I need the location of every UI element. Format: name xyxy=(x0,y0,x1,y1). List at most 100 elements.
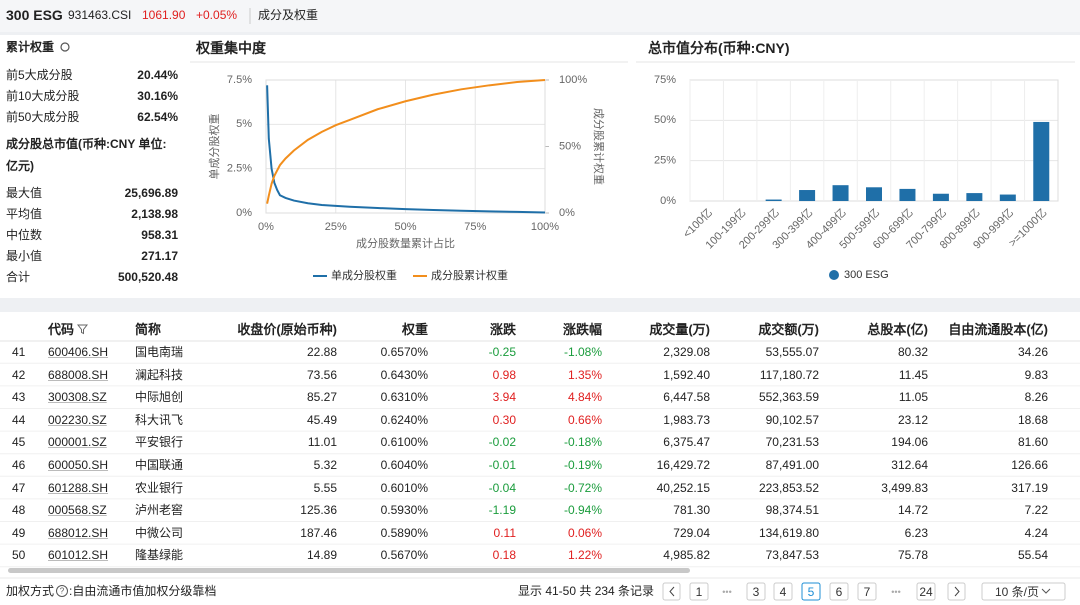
cell: 澜起科技 xyxy=(135,367,184,382)
column-header[interactable]: 权重 xyxy=(401,322,428,337)
page-number[interactable]: 5 xyxy=(807,585,815,599)
settings-icon[interactable] xyxy=(60,42,70,52)
cell: 平安银行 xyxy=(135,435,184,450)
header-bar xyxy=(0,0,1080,32)
bar xyxy=(765,199,782,201)
cell: 1.22% xyxy=(567,548,602,563)
page-ellipsis: ••• xyxy=(891,587,901,597)
cell: 18.68 xyxy=(1017,412,1048,427)
cell: 6,375.47 xyxy=(663,435,710,450)
cell: 47 xyxy=(12,480,26,495)
page-button[interactable] xyxy=(829,582,849,601)
page-number[interactable]: 4 xyxy=(779,585,787,599)
cell: 90,102.57 xyxy=(765,412,819,427)
page-button[interactable] xyxy=(857,582,877,601)
bar xyxy=(866,187,882,201)
stat-value: 958.31 xyxy=(141,228,178,242)
stat-label: 前5大成分股 xyxy=(6,68,73,82)
bar xyxy=(932,193,949,201)
plot-frame xyxy=(265,79,546,214)
stock-code[interactable]: 600406.SH xyxy=(48,345,109,359)
bar xyxy=(1033,121,1050,201)
page-size[interactable]: 10 条/页 xyxy=(995,585,1040,599)
stock-code[interactable]: 688008.SH xyxy=(48,367,109,382)
tab[interactable]: 成分及权重 xyxy=(258,8,319,22)
y-tick-label: 50% xyxy=(654,114,676,126)
stock-code[interactable]: 000568.SZ xyxy=(48,503,107,518)
page-button[interactable] xyxy=(773,582,793,601)
cell: 4,985.82 xyxy=(663,548,710,563)
cell: 4.84% xyxy=(567,390,602,405)
stock-code[interactable]: 601012.SH xyxy=(48,548,109,563)
page-number[interactable]: 24 xyxy=(919,585,933,599)
info-icon[interactable] xyxy=(56,585,68,597)
index-name: 300 ESG xyxy=(6,7,63,23)
panel-title: 累计权重 xyxy=(6,40,55,54)
cell: 23.12 xyxy=(897,412,928,427)
column-header[interactable]: 成交额(万) xyxy=(758,322,819,337)
cell: 6,447.58 xyxy=(663,390,710,405)
band xyxy=(0,298,1080,312)
cell: 农业银行 xyxy=(135,480,184,495)
column-header[interactable]: 涨跌幅 xyxy=(562,322,602,337)
stock-code[interactable]: 688012.SH xyxy=(48,525,109,540)
chart-title: 权重集中度 xyxy=(196,40,266,56)
page-button[interactable] xyxy=(916,582,936,601)
stock-code[interactable]: 300308.SZ xyxy=(48,390,107,405)
stat-value: 62.54% xyxy=(137,110,178,124)
cell: 80.32 xyxy=(897,345,928,359)
column-header[interactable]: 总股本(亿) xyxy=(867,322,928,337)
cell: 0.6240% xyxy=(380,412,428,427)
page-number[interactable]: 6 xyxy=(835,585,843,599)
page-number[interactable]: 1 xyxy=(695,585,703,599)
index-code: 931463.CSI xyxy=(68,8,132,22)
column-header[interactable]: 自由流通股本(亿) xyxy=(948,322,1048,337)
cell: 2,329.08 xyxy=(663,345,710,359)
cell: 70,231.53 xyxy=(765,435,819,450)
column-header[interactable]: 成交量(万) xyxy=(649,322,710,337)
bar xyxy=(799,190,816,201)
cell: 552,363.59 xyxy=(758,390,819,405)
cell: 81.60 xyxy=(1017,435,1048,450)
cell: 泸州老窖 xyxy=(135,503,184,518)
select-arrow xyxy=(1041,588,1051,594)
page-number[interactable]: 3 xyxy=(752,585,760,599)
legend-swatch xyxy=(829,270,839,280)
cell: 0.66% xyxy=(567,412,602,427)
page-button[interactable] xyxy=(746,582,766,601)
stock-code[interactable]: 000001.SZ xyxy=(48,435,107,450)
page-button[interactable] xyxy=(801,582,821,601)
cell: 0.6100% xyxy=(380,435,428,450)
cell: 85.27 xyxy=(306,390,337,405)
page-button[interactable] xyxy=(689,582,709,601)
cell: 73,847.53 xyxy=(765,548,819,563)
bar xyxy=(832,185,849,201)
stock-code[interactable]: 002230.SZ xyxy=(48,412,107,427)
cell: 0.30 xyxy=(492,412,516,427)
column-header[interactable]: 简称 xyxy=(135,322,162,337)
stat-label: 前50大成分股 xyxy=(6,110,80,124)
y-tick-label: 2.5% xyxy=(227,163,252,175)
cell: 5.55 xyxy=(313,480,337,495)
column-header[interactable]: 收盘价(原始币种) xyxy=(237,322,337,337)
stock-code[interactable]: 600050.SH xyxy=(48,458,109,472)
cell: 0.6310% xyxy=(380,390,428,405)
cell: 781.30 xyxy=(673,503,710,518)
page-button[interactable] xyxy=(947,582,966,601)
x-tick-label: 75% xyxy=(464,221,486,233)
scrollbar[interactable] xyxy=(8,568,690,573)
y-axis-label: 单成分股权重 xyxy=(207,114,221,180)
column-header[interactable]: 涨跌 xyxy=(489,322,516,337)
page-button[interactable] xyxy=(662,582,681,601)
column-header[interactable]: 代码 xyxy=(48,322,75,337)
cell: 194.06 xyxy=(891,435,928,450)
filter-icon[interactable] xyxy=(76,324,89,335)
page-number[interactable]: 7 xyxy=(863,585,871,599)
page-button[interactable] xyxy=(981,582,1066,601)
y-tick-label: 0% xyxy=(236,207,252,219)
stock-code[interactable]: 601288.SH xyxy=(48,480,109,495)
prev-arrow xyxy=(669,586,675,597)
cell: 317.19 xyxy=(1011,480,1048,495)
